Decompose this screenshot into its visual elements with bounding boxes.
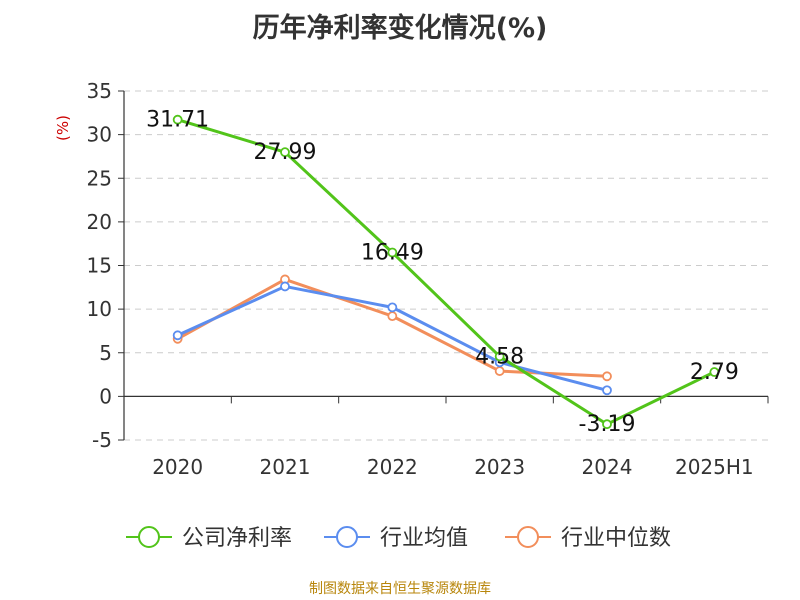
data-point: [387, 311, 398, 322]
data-point: [709, 367, 720, 377]
legend-marker: [517, 526, 539, 548]
y-tick-label: 5: [99, 341, 112, 365]
data-label: 2.79: [690, 360, 739, 385]
data-labels: 31.71 27.99 16.49 4.58 -3.19 2.79: [146, 108, 739, 438]
data-label: -3.19: [579, 412, 636, 437]
data-point: [280, 281, 290, 292]
legend: 公司净利率 行业均值 行业中位数: [126, 526, 671, 551]
x-tick-label: 2020: [152, 455, 203, 479]
y-tick-label: 10: [87, 297, 112, 321]
grid-lines: [124, 90, 768, 441]
legend-label: 行业中位数: [561, 526, 671, 551]
y-tick-label: -5: [92, 428, 112, 452]
data-point: [602, 385, 612, 396]
source-note: 制图数据来自恒生聚源数据库: [309, 581, 491, 597]
data-label: 31.71: [146, 108, 209, 133]
y-tick-label: 15: [87, 254, 112, 278]
series-lines: [172, 114, 720, 430]
legend-label: 公司净利率: [182, 526, 292, 551]
data-label: 27.99: [254, 140, 317, 165]
data-label: 16.49: [361, 240, 424, 265]
legend-marker: [138, 526, 160, 548]
data-point: [280, 147, 290, 158]
x-tick-label: 2025H1: [675, 455, 754, 479]
x-tick-label: 2021: [260, 455, 311, 479]
series-line: [176, 277, 608, 378]
data-point: [387, 247, 398, 258]
data-point: [494, 351, 505, 362]
y-tick-label: 35: [87, 79, 112, 103]
y-tick-label: 25: [87, 166, 112, 190]
legend-label: 行业均值: [380, 526, 468, 551]
series-line: [177, 118, 715, 426]
x-tick-label: 2022: [367, 455, 418, 479]
legend-marker: [336, 526, 358, 548]
data-point: [172, 114, 183, 125]
axes: -5 0 5 10 15 20 25 30 35 2020 2021 2022 2023 2024 2025…: [54, 79, 769, 479]
data-label: 4.58: [475, 344, 524, 369]
y-axis-label: (%): [54, 115, 72, 141]
y-tick-label: 20: [87, 210, 112, 234]
x-tick-label: 2024: [582, 455, 633, 479]
data-point: [602, 371, 612, 382]
data-point: [172, 330, 183, 341]
y-tick-label: 30: [87, 123, 112, 147]
chart-title: 历年净利率变化情况(%): [252, 13, 548, 44]
data-point: [602, 419, 612, 430]
y-tick-label: 0: [99, 384, 112, 408]
x-tick-label: 2023: [474, 455, 525, 479]
data-point: [387, 302, 398, 313]
